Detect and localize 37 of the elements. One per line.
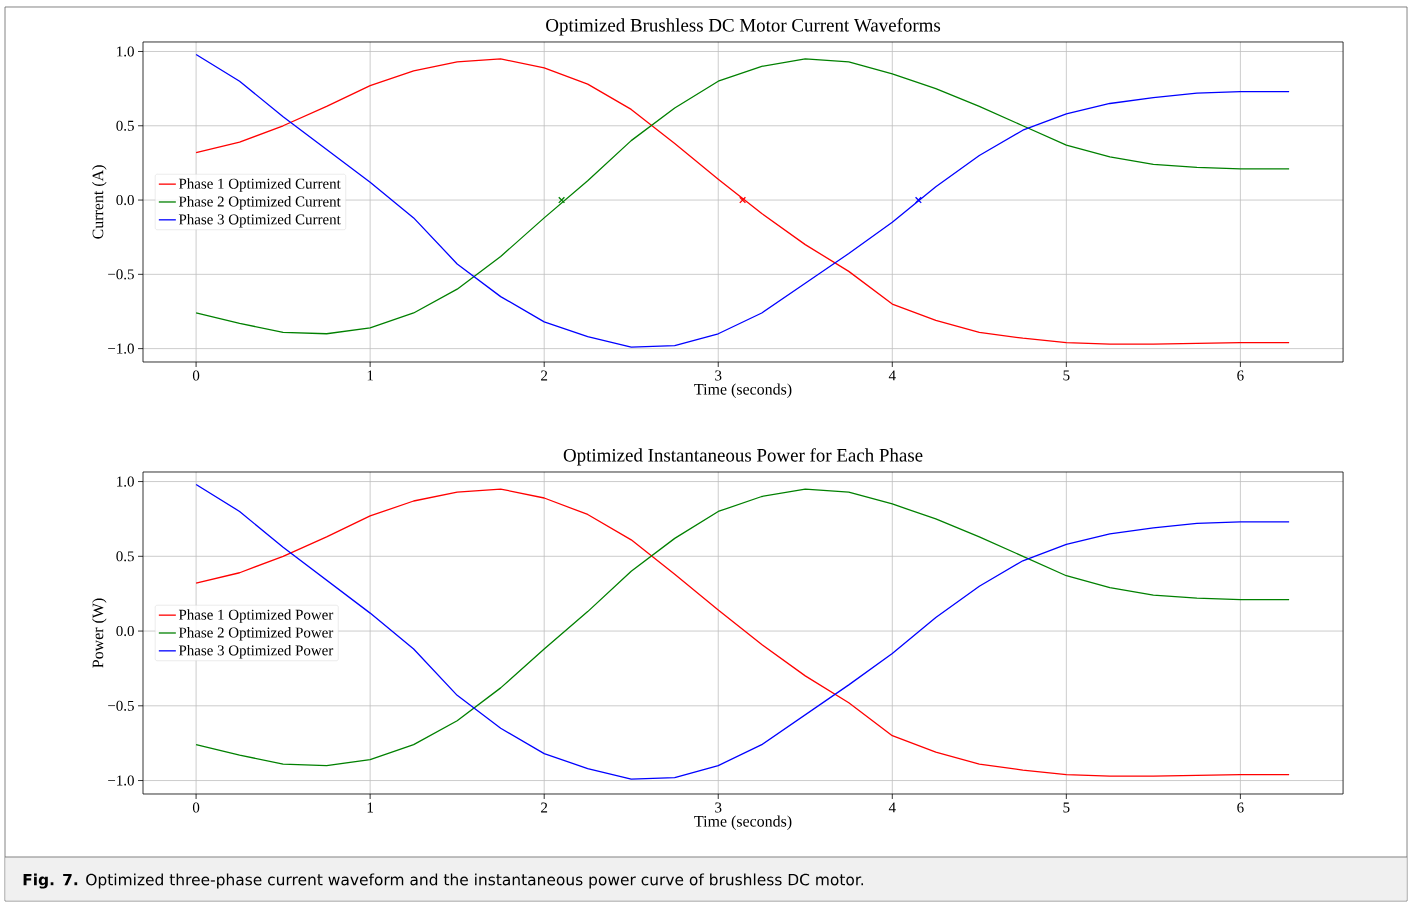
x-axis-title: Time (seconds) bbox=[694, 815, 792, 830]
x-tick-label: 1 bbox=[367, 370, 373, 381]
y-tick-label: 1.0 bbox=[117, 46, 134, 57]
x-tick-label: 6 bbox=[1237, 370, 1244, 381]
y-tick-label: −0.5 bbox=[108, 269, 134, 280]
x-tick-label: 2 bbox=[541, 370, 548, 381]
legend-label: Phase 1 Optimized Power bbox=[178, 609, 334, 623]
text: Fig. 7. Optimized three-phase current waveform and the instantaneous power curve of brushless DC motor. bbox=[23, 873, 864, 889]
y-tick-label: 0.5 bbox=[116, 551, 134, 562]
legend-label: Phase 3 Optimized Current bbox=[178, 213, 341, 228]
legend-label: Phase 3 Optimized Power bbox=[178, 644, 334, 659]
y-axis-title: Power (W) bbox=[92, 598, 107, 668]
x-axis-title: Time (seconds) bbox=[694, 383, 792, 398]
x-tick-label: 4 bbox=[888, 370, 896, 381]
chart-title: Optimized Instantaneous Power for Each Phase bbox=[563, 448, 923, 466]
x-tick-label: 3 bbox=[715, 802, 722, 813]
y-tick-label: 0.0 bbox=[116, 625, 134, 637]
y-axis-title: Current (A) bbox=[92, 165, 107, 239]
legend-label: Phase 2 Optimized Current bbox=[178, 196, 341, 210]
y-tick-label: −1.0 bbox=[108, 775, 134, 786]
x-tick-label: 4 bbox=[888, 802, 896, 813]
x-tick-label: 5 bbox=[1063, 370, 1070, 381]
x-tick-label: 2 bbox=[541, 802, 548, 813]
y-tick-label: −1.0 bbox=[108, 343, 134, 354]
x-tick-label: 3 bbox=[715, 370, 722, 381]
x-tick-label: 1 bbox=[367, 802, 373, 813]
y-tick-label: −0.5 bbox=[108, 700, 134, 711]
y-tick-label: 1.0 bbox=[117, 476, 134, 487]
chart-title: Optimized Brushless DC Motor Current Waveforms bbox=[546, 18, 941, 36]
legend-label: Phase 1 Optimized Current bbox=[178, 178, 341, 192]
x-tick-label: 6 bbox=[1237, 802, 1244, 813]
legend-label: Phase 2 Optimized Power bbox=[178, 627, 334, 641]
x-tick-label: 0 bbox=[192, 370, 200, 381]
x-tick-label: 5 bbox=[1063, 802, 1070, 813]
x-tick-label: 0 bbox=[192, 802, 200, 813]
y-tick-label: 0.0 bbox=[116, 194, 134, 206]
y-tick-label: 0.5 bbox=[116, 120, 134, 131]
